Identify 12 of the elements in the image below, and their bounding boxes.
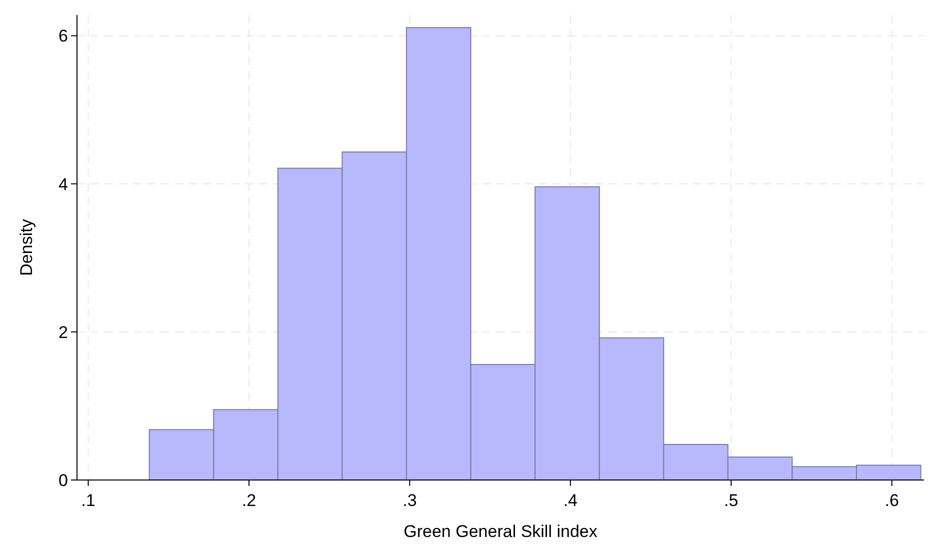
y-tick-label: 0: [58, 470, 68, 490]
x-tick-label: .3: [402, 491, 417, 510]
y-tick-label: 2: [58, 322, 68, 342]
x-tick-label: .4: [563, 491, 578, 510]
x-tick-label: .2: [242, 491, 256, 510]
y-tick-label: 4: [58, 174, 68, 194]
y-tick-label: 6: [58, 26, 68, 46]
x-tick-label: .1: [81, 491, 96, 510]
x-tick-label: .6: [884, 491, 899, 510]
y-axis-title: Density: [17, 218, 36, 276]
x-tick-label: .5: [724, 491, 738, 510]
x-axis-title: Green General Skill index: [404, 522, 598, 541]
